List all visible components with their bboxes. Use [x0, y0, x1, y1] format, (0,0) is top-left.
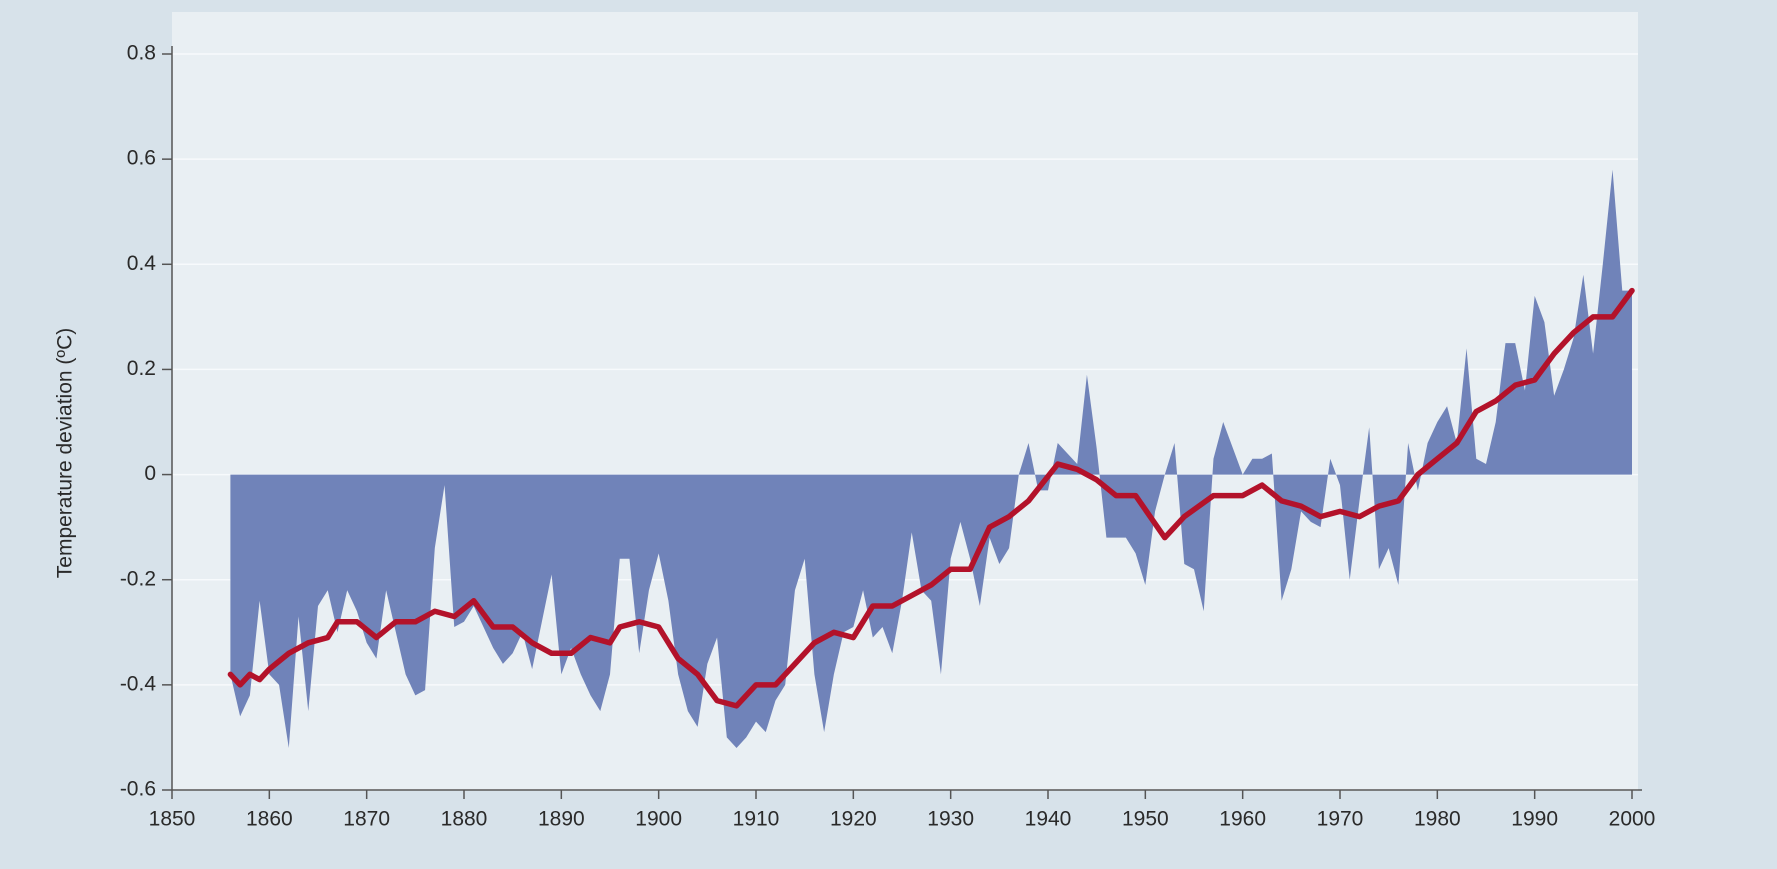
y-tick-label: 0.4	[127, 252, 157, 275]
y-tick-label: 0.8	[127, 42, 156, 65]
plot-background	[172, 12, 1638, 790]
y-tick-label: 0.6	[127, 147, 156, 170]
y-axis-label: Temperature deviation (ºC)	[54, 328, 77, 578]
x-tick-label: 1920	[830, 808, 877, 831]
x-tick-label: 2000	[1609, 808, 1656, 831]
y-tick-label: -0.6	[120, 778, 156, 801]
area	[230, 169, 1632, 748]
x-tick-label: 1940	[1025, 808, 1072, 831]
x-tick-label: 1890	[538, 808, 585, 831]
x-tick-label: 1860	[246, 808, 293, 831]
x-tick-label: 1910	[733, 808, 780, 831]
y-tick-label: 0.2	[127, 357, 156, 380]
y-tick-label: 0	[144, 462, 156, 485]
x-tick-label: 1900	[635, 808, 682, 831]
x-tick-label: 1930	[927, 808, 974, 831]
x-tick-label: 1980	[1414, 808, 1461, 831]
x-tick-label: 1880	[441, 808, 488, 831]
x-tick-label: 1870	[343, 808, 390, 831]
x-tick-label: 1850	[149, 808, 196, 831]
x-tick-label: 1990	[1511, 808, 1558, 831]
x-tick-label: 1950	[1122, 808, 1169, 831]
y-tick-label: -0.4	[120, 672, 157, 695]
y-tick-label: -0.2	[120, 567, 156, 590]
x-tick-label: 1960	[1219, 808, 1266, 831]
x-tick-label: 1970	[1317, 808, 1364, 831]
line	[227, 287, 1635, 709]
